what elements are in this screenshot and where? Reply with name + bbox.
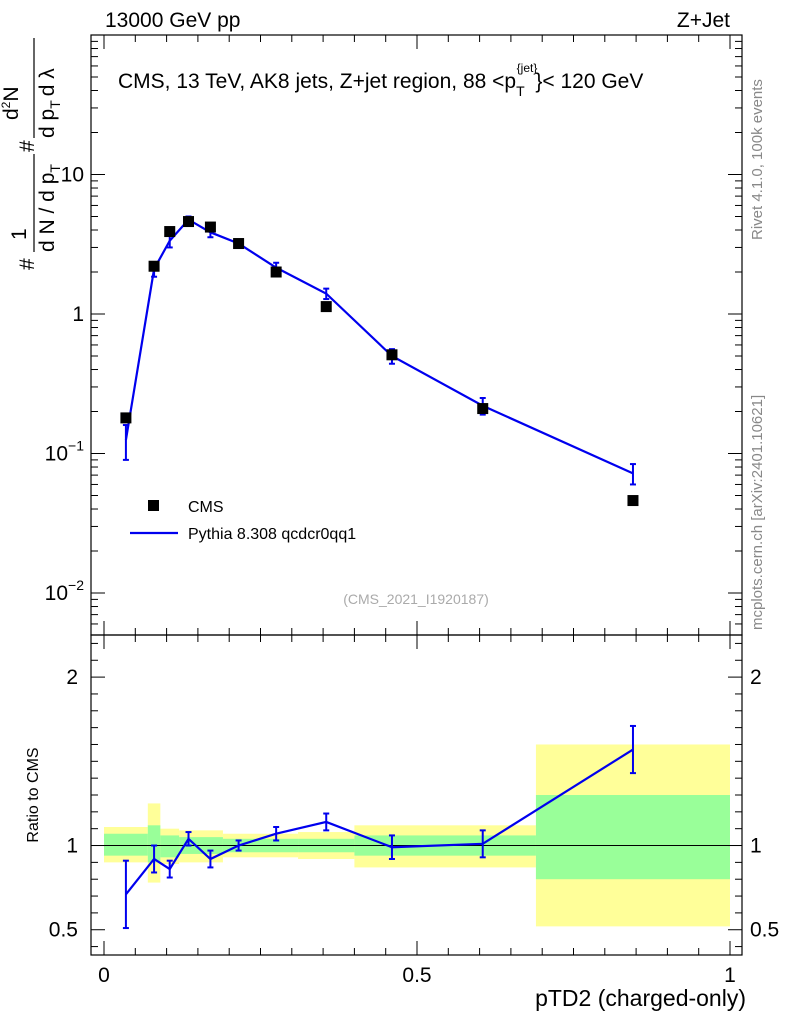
plot-title: CMS, 13 TeV, AK8 jets, Z+jet region, 88 … bbox=[118, 61, 643, 99]
energy-label: 13000 GeV pp bbox=[105, 9, 240, 32]
ratio-band-inner bbox=[147, 825, 161, 863]
y-tick-label: 1 bbox=[72, 303, 84, 326]
legend-label-cms: CMS bbox=[188, 499, 224, 516]
mcplots-label: mcplots.cern.ch [arXiv:2401.10621] bbox=[749, 395, 766, 630]
ratio-y-tick-label-left: 1 bbox=[66, 835, 78, 858]
ratio-band-inner bbox=[104, 833, 148, 856]
cms-data-point bbox=[148, 260, 160, 272]
ratio-band-inner bbox=[535, 795, 730, 880]
legend-label-pythia: Pythia 8.308 qcdcr0qq1 bbox=[188, 526, 356, 543]
ratio-series bbox=[122, 724, 636, 930]
process-label: Z+Jet bbox=[677, 9, 730, 32]
y-tick-label: 10 bbox=[61, 164, 84, 187]
ratio-y-tick-label-right: 1 bbox=[750, 835, 762, 858]
cms-data-point bbox=[233, 238, 245, 250]
cms-data-point bbox=[270, 266, 282, 278]
ratio-y-axis-label: Ratio to CMS bbox=[25, 747, 42, 842]
main-plot-frame bbox=[90, 34, 743, 636]
cms-data-point bbox=[204, 221, 216, 233]
mc-curve bbox=[124, 218, 634, 475]
legend-marker-cms bbox=[148, 500, 159, 511]
ratio-y-tick-label-right: 0.5 bbox=[750, 919, 779, 942]
rivet-version-label: Rivet 4.1.0, 100k events bbox=[749, 79, 766, 240]
svg-text:d2N: d2N bbox=[0, 86, 23, 120]
svg-text:#: # bbox=[16, 258, 39, 270]
x-tick-label: 0 bbox=[98, 964, 110, 987]
y-tick-label: 10−1 bbox=[45, 438, 85, 466]
main-y-tick-labels: 10−2 10−1 1 10 bbox=[45, 164, 85, 606]
cms-data-point bbox=[627, 495, 639, 507]
y-axis-label: # 1 d N / d pT # d2N d pTd λ bbox=[0, 38, 63, 270]
cms-data-point bbox=[386, 349, 398, 361]
svg-text:#: # bbox=[16, 140, 39, 152]
mc-series bbox=[122, 215, 636, 486]
svg-text:d N / d pT: d N / d pT bbox=[36, 164, 63, 252]
y-tick-label: 10−2 bbox=[45, 577, 85, 605]
svg-text:1: 1 bbox=[8, 228, 31, 240]
ratio-y-tick-label-left: 0.5 bbox=[49, 919, 78, 942]
cms-data-point bbox=[320, 301, 332, 313]
cms-data-point bbox=[477, 403, 489, 415]
data-series bbox=[120, 216, 639, 507]
cms-data-point bbox=[120, 412, 132, 424]
x-axis-label: pTD2 (charged-only) bbox=[535, 985, 746, 1011]
ratio-ticks: 0.5 0.5 1 1 2 2 bbox=[49, 635, 779, 955]
x-tick-label: 1 bbox=[724, 964, 736, 987]
x-tick-labels: 0 0.5 1 bbox=[98, 964, 736, 987]
main-x-ticks bbox=[103, 35, 731, 635]
ratio-band-inner bbox=[160, 835, 180, 858]
x-tick-label: 0.5 bbox=[402, 964, 431, 987]
svg-text:d pTd λ: d pTd λ bbox=[36, 68, 63, 138]
main-y-ticks bbox=[91, 34, 742, 636]
legend: CMS Pythia 8.308 qcdcr0qq1 bbox=[130, 499, 356, 543]
ratio-y-tick-label-left: 2 bbox=[66, 666, 78, 689]
cms-data-point bbox=[183, 216, 195, 228]
cms-data-point bbox=[164, 226, 176, 238]
ratio-y-tick-label-right: 2 bbox=[750, 666, 762, 689]
analysis-watermark: (CMS_2021_I1920187) bbox=[343, 591, 489, 607]
